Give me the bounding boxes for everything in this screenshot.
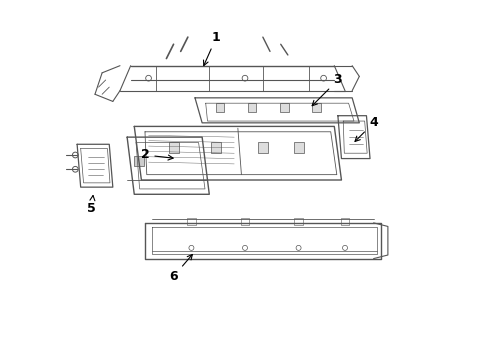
Text: 4: 4 (355, 116, 378, 141)
Text: 6: 6 (169, 255, 193, 283)
Bar (248, 103, 256, 112)
Bar (258, 143, 268, 153)
Bar (294, 143, 304, 153)
Text: 3: 3 (312, 73, 342, 106)
Bar (211, 143, 221, 153)
Text: 5: 5 (87, 195, 96, 215)
Bar (241, 217, 249, 225)
Bar (134, 156, 144, 166)
Bar (169, 143, 178, 153)
Bar (312, 103, 321, 112)
Bar (294, 217, 303, 225)
Text: 1: 1 (203, 31, 221, 66)
Bar (216, 103, 224, 112)
Bar (341, 217, 349, 225)
Bar (187, 217, 196, 225)
Bar (280, 103, 289, 112)
Text: 2: 2 (141, 148, 173, 162)
